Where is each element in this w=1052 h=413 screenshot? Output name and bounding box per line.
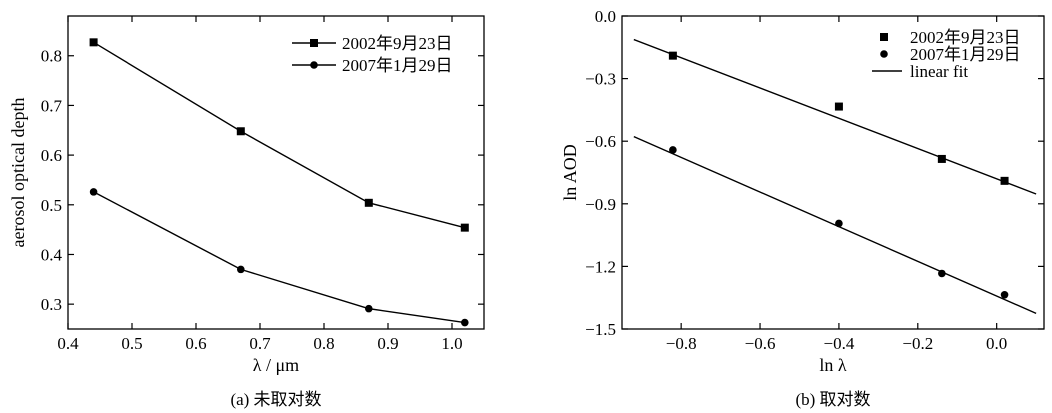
chart-a-series-1-point [364, 198, 373, 207]
chart-a-series-line-2 [93, 191, 465, 324]
chart-a-y-tick-label: 0.5 [41, 196, 62, 215]
chart-a-legend: 2002年9月23日 2007年1月29日 [292, 34, 453, 75]
chart-a-x-tick-label: 0.8 [313, 334, 334, 353]
chart-b-fit-line-1 [633, 38, 1037, 195]
chart-a-aod-vs-wavelength: 0.4 0.5 0.6 0.7 0.8 0.9 1.0 0.3 0.4 0.5 0.6 0.7 0.8 λ… [8, 15, 485, 409]
chart-b-y-tick-label: −1.2 [585, 257, 616, 276]
chart-a-x-tick-label: 0.9 [377, 334, 398, 353]
chart-a-caption: (a) 未取对数 [230, 390, 321, 409]
chart-b-plot-frame [621, 15, 1045, 330]
chart-b-x-axis-label: ln λ [819, 355, 847, 375]
chart-a-x-axis-label: λ / μm [253, 355, 299, 375]
chart-a-series-1-point [236, 127, 245, 136]
chart-b-x-tick-label: −0.6 [745, 334, 776, 353]
chart-b-series-1-point [937, 154, 946, 163]
chart-a-series-1-point [89, 38, 98, 47]
chart-a-x-tick-label: 1.0 [441, 334, 462, 353]
chart-a-series-1-point [460, 223, 469, 232]
chart-b-legend-label-2: 2007年1月29日 [910, 45, 1021, 64]
chart-a-y-tick-label: 0.8 [41, 47, 62, 66]
chart-a-series-2-point [461, 318, 469, 327]
chart-b-legend-fit-label: linear fit [910, 62, 968, 81]
chart-b-legend-marker-2 [880, 50, 888, 58]
chart-a-series-2-point [89, 188, 98, 196]
chart-b-y-tick-label: 0.0 [595, 7, 616, 26]
chart-b-ln-aod-vs-ln-wavelength: −0.8 −0.6 −0.4 −0.2 0.0 0.0 −0.3 −0.6 −0.9 −1.2 −1… [560, 7, 1045, 409]
chart-b-fit-line-2 [633, 135, 1037, 314]
chart-b-series-2-point [669, 146, 677, 154]
chart-a-legend-marker-1 [310, 39, 318, 47]
chart-a-plot-frame [67, 15, 485, 330]
chart-b-legend-label-1: 2002年9月23日 [910, 28, 1021, 47]
chart-b-y-axis-label: ln AOD [560, 144, 580, 201]
chart-a-series-line-1 [93, 41, 465, 229]
chart-a-x-tick-label: 0.6 [185, 334, 206, 353]
chart-a-x-tick-label: 0.5 [121, 334, 142, 353]
chart-b-x-tick-label: −0.4 [823, 334, 854, 353]
chart-a-y-tick-label: 0.6 [41, 146, 62, 165]
chart-b-x-tick-label: −0.8 [666, 334, 697, 353]
chart-a-series-2-point [365, 304, 373, 313]
chart-a-y-tick-label: 0.4 [41, 245, 63, 264]
chart-b-legend-marker-1 [880, 33, 888, 41]
chart-a-legend-marker-2 [310, 61, 318, 69]
chart-b-x-tick-label: −0.2 [902, 334, 933, 353]
chart-a-x-tick-label: 0.7 [249, 334, 271, 353]
chart-b-y-tick-label: −0.9 [585, 195, 616, 214]
chart-b-y-tick-label: −0.3 [585, 70, 616, 89]
chart-b-series-1-point [834, 102, 843, 111]
chart-b-x-tick-label: 0.0 [986, 334, 1007, 353]
chart-b-series-1-point [1000, 176, 1009, 185]
chart-b-series-1-point [668, 51, 677, 60]
chart-b-series-2-point [1000, 290, 1009, 299]
chart-b-caption: (b) 取对数 [795, 390, 870, 409]
chart-b-y-tick-label: −1.5 [585, 320, 616, 339]
chart-a-y-tick-label: 0.7 [41, 96, 63, 115]
chart-a-x-tick-label: 0.4 [57, 334, 79, 353]
chart-a-legend-label-1: 2002年9月23日 [342, 34, 453, 53]
chart-b-series-2-point [835, 219, 843, 228]
chart-b-y-tick-label: −0.6 [585, 132, 616, 151]
chart-a-y-axis-label: aerosol optical depth [8, 98, 28, 248]
chart-a-series-2-point [237, 265, 245, 274]
chart-b-series-2-point [938, 269, 946, 278]
chart-a-legend-label-2: 2007年1月29日 [342, 56, 453, 75]
chart-a-y-tick-label: 0.3 [41, 295, 62, 314]
